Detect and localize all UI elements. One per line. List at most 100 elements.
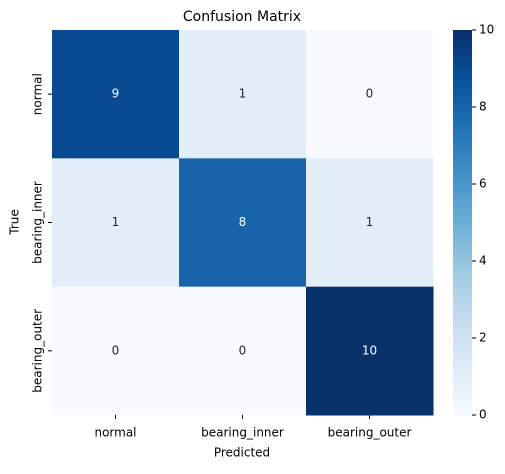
colorbar-segment — [453, 253, 472, 258]
colorbar-segment — [453, 207, 472, 212]
colorbar-segment — [453, 176, 472, 181]
colorbar-segment — [453, 237, 472, 243]
colorbar-segment — [453, 222, 472, 227]
colorbar-segment — [453, 376, 472, 381]
colorbar-segment — [453, 291, 472, 297]
colorbar-segment — [453, 261, 472, 266]
colorbar-segment — [453, 287, 472, 293]
colorbar-segment — [453, 338, 472, 343]
colorbar-segment — [453, 384, 472, 389]
colorbar-tick-label: 0 — [479, 408, 487, 422]
colorbar-segment — [453, 334, 472, 339]
colorbar-segment — [453, 199, 472, 204]
colorbar-segment — [453, 245, 472, 250]
colorbar-segment — [453, 41, 472, 46]
colorbar-segment — [453, 326, 472, 331]
colorbar-segment — [453, 110, 472, 116]
cell-label: 1 — [239, 87, 247, 101]
colorbar-segment — [453, 226, 472, 231]
colorbar-segment — [453, 168, 472, 173]
colorbar-segment — [453, 126, 472, 131]
colorbar-segment — [453, 68, 472, 73]
colorbar-segment — [453, 276, 472, 281]
colorbar-segment — [453, 345, 472, 351]
colorbar-segment — [453, 391, 472, 397]
colorbar-segment — [453, 284, 472, 289]
colorbar-segment — [453, 172, 472, 177]
y-tick-label: normal — [31, 73, 45, 115]
colorbar-segment — [453, 80, 472, 85]
cell-label: 9 — [112, 87, 120, 101]
colorbar-segment — [453, 149, 472, 154]
cell-label: 8 — [239, 215, 247, 229]
cell — [179, 158, 307, 288]
colorbar-segment — [453, 368, 472, 374]
colorbar-segment — [453, 76, 472, 81]
colorbar-segment — [453, 361, 472, 366]
colorbar-segment — [453, 372, 472, 377]
colorbar-segment — [453, 60, 472, 66]
colorbar-segment — [453, 364, 472, 370]
colorbar-segment — [453, 157, 472, 162]
cell-label: 0 — [239, 343, 247, 357]
colorbar-segment — [453, 195, 472, 200]
cell — [52, 286, 180, 416]
colorbar-segment — [453, 133, 472, 139]
colorbar-segment — [453, 103, 472, 108]
x-tick-label: bearing_outer — [328, 426, 412, 440]
colorbar-segment — [453, 403, 472, 408]
cell — [306, 158, 434, 288]
cell-label: 0 — [366, 87, 374, 101]
colorbar-segment — [453, 203, 472, 208]
colorbar-segment — [453, 64, 472, 69]
colorbar-segment — [453, 33, 472, 39]
colorbar-segment — [453, 122, 472, 127]
colorbar-segment — [453, 388, 472, 393]
y-tick-label: bearing_inner — [31, 181, 45, 264]
colorbar-segment — [453, 330, 472, 335]
colorbar-segment — [453, 30, 472, 35]
colorbar-tick-label: 8 — [479, 100, 487, 114]
colorbar-segment — [453, 303, 472, 308]
colorbar-segment — [453, 311, 472, 316]
colorbar-segment — [453, 341, 472, 347]
colorbar-segment — [453, 137, 472, 143]
colorbar-segment — [453, 257, 472, 262]
colorbar-tick-label: 4 — [479, 254, 487, 268]
colorbar-segment — [453, 380, 472, 385]
colorbar-segment — [453, 280, 472, 285]
colorbar-segment — [453, 322, 472, 327]
colorbar-segment — [453, 95, 472, 100]
colorbar-segment — [453, 318, 472, 324]
colorbar-segment — [453, 314, 472, 320]
colorbar-segment — [453, 130, 472, 135]
cell — [179, 30, 307, 159]
colorbar-segment — [453, 180, 472, 185]
colorbar-segment — [453, 241, 472, 247]
colorbar-segment — [453, 399, 472, 404]
cell — [306, 30, 434, 159]
colorbar-segment — [453, 107, 472, 112]
colorbar-segment — [453, 191, 472, 197]
y-tick-label: bearing_outer — [31, 309, 45, 393]
colorbar-segment — [453, 99, 472, 104]
colorbar-segment — [453, 37, 472, 43]
cell — [52, 30, 180, 159]
colorbar-segment — [453, 268, 472, 274]
cell-label: 0 — [112, 343, 120, 357]
cell-label: 1 — [366, 215, 374, 229]
cell — [306, 286, 434, 416]
colorbar-segment — [453, 357, 472, 362]
colorbar-segment — [453, 49, 472, 54]
colorbar-segment — [453, 114, 472, 120]
colorbar-segment — [453, 299, 472, 304]
colorbar-segment — [453, 214, 472, 220]
colorbar-segment — [453, 160, 472, 166]
colorbar-tick-label: 10 — [479, 23, 494, 37]
colorbar-segment — [453, 187, 472, 193]
x-tick-label: bearing_inner — [201, 426, 284, 440]
colorbar-segment — [453, 72, 472, 77]
cell-label: 10 — [362, 343, 377, 357]
colorbar-segment — [453, 349, 472, 354]
